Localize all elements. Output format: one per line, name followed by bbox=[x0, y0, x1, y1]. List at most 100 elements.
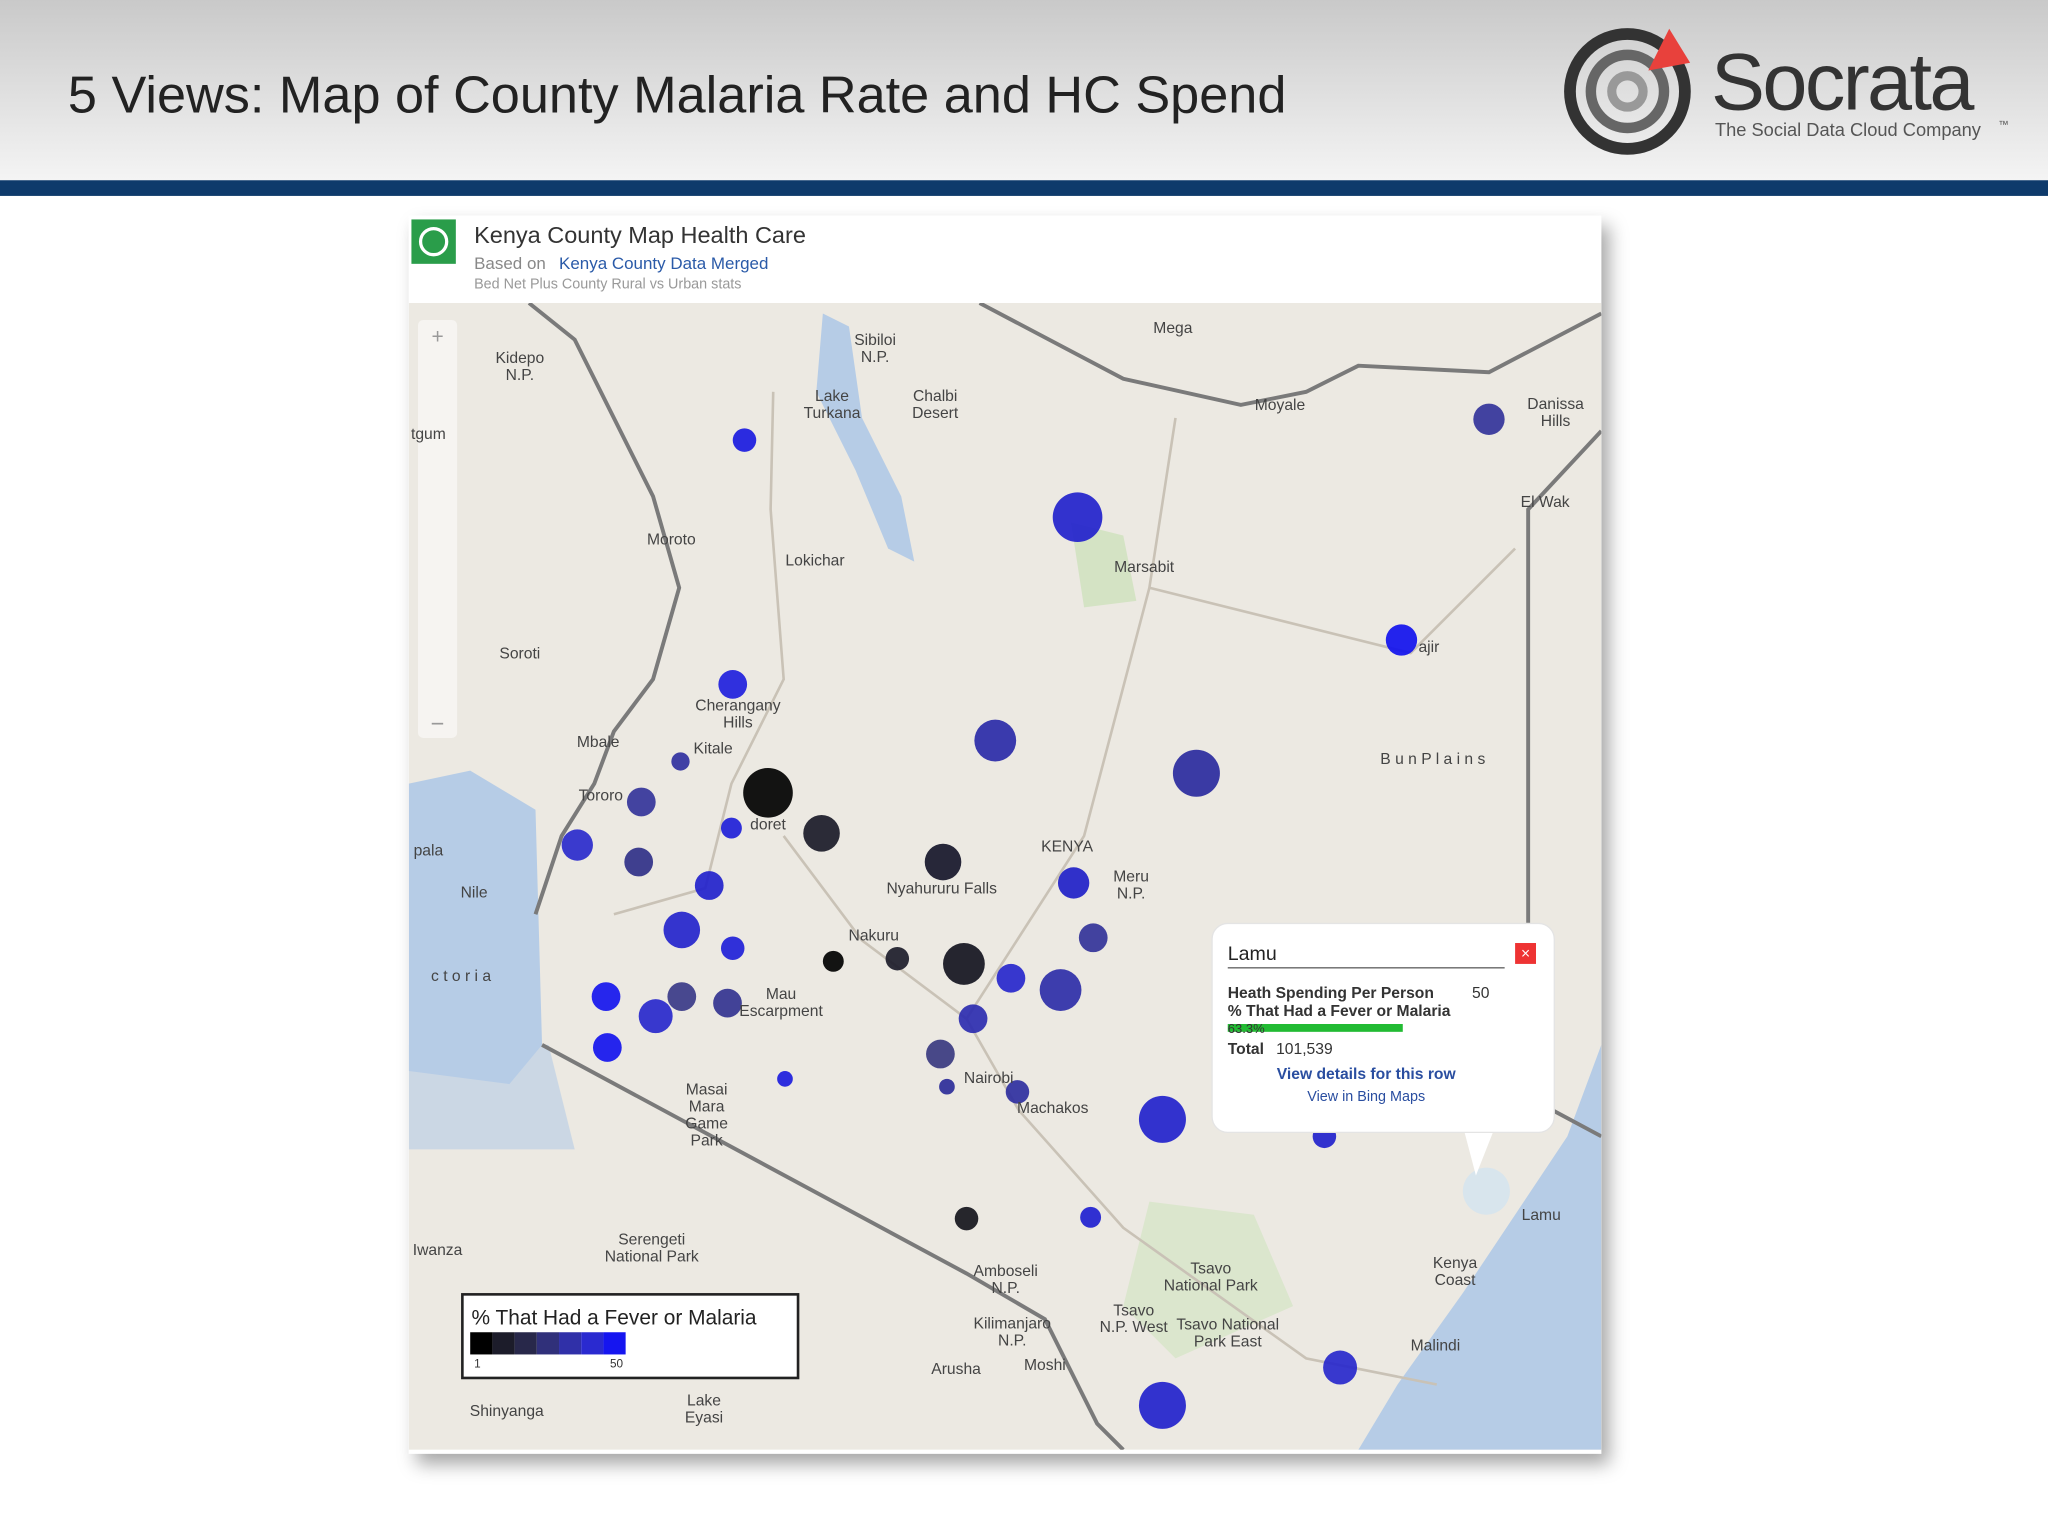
svg-text:×: × bbox=[1521, 946, 1530, 963]
legend-swatch bbox=[581, 1332, 604, 1355]
legend-max: 50 bbox=[610, 1358, 624, 1371]
logo-tm: ™ bbox=[1998, 120, 2008, 131]
bubble bbox=[885, 946, 910, 971]
map-label: Arusha bbox=[931, 1361, 981, 1378]
legend-swatch bbox=[470, 1332, 493, 1355]
map-label: Nakuru bbox=[849, 927, 899, 944]
map-label: Moshi bbox=[1024, 1357, 1066, 1374]
dataset-link[interactable]: Kenya County Data Merged bbox=[559, 254, 768, 273]
map-label: N.P. bbox=[861, 349, 889, 366]
map-label: Hills bbox=[1541, 413, 1571, 430]
popup-bar bbox=[1227, 1024, 1403, 1032]
bubble bbox=[926, 1039, 955, 1069]
map-label: c t o r i a bbox=[431, 968, 491, 985]
map-label: Desert bbox=[912, 405, 959, 422]
bubble bbox=[663, 911, 701, 949]
logo-tagline: The Social Data Cloud Company bbox=[1715, 119, 1982, 140]
bubble bbox=[732, 428, 757, 452]
map-label: Danissa bbox=[1527, 396, 1584, 413]
map-label: Mara bbox=[689, 1099, 725, 1116]
map-label: Tsavo bbox=[1113, 1302, 1154, 1319]
legend-swatch bbox=[492, 1332, 515, 1355]
bubble bbox=[958, 1004, 988, 1034]
bubble bbox=[1138, 1381, 1186, 1429]
map-label: Kilimanjaro bbox=[974, 1315, 1052, 1332]
bubble bbox=[943, 943, 985, 985]
map-label: doret bbox=[750, 816, 786, 833]
legend-swatch bbox=[536, 1332, 560, 1355]
map-label: Eyasi bbox=[685, 1409, 723, 1426]
map-label: Marsabit bbox=[1114, 559, 1175, 576]
map-label: Park bbox=[691, 1132, 723, 1149]
map-label: Malindi bbox=[1411, 1338, 1461, 1355]
map-label: Lake bbox=[687, 1392, 721, 1409]
map-label: National Park bbox=[1164, 1277, 1258, 1294]
popup-label: Heath Spending Per Person bbox=[1228, 985, 1434, 1002]
panel-based-on: Based on bbox=[474, 254, 546, 273]
map-label: Mega bbox=[1153, 320, 1192, 337]
map-label: N.P. bbox=[998, 1332, 1026, 1349]
map-label: Hills bbox=[723, 715, 753, 732]
map-label: Coast bbox=[1435, 1272, 1477, 1289]
bubble bbox=[1473, 403, 1505, 435]
map-label: Tsavo bbox=[1190, 1260, 1231, 1277]
map-label: Kenya bbox=[1433, 1255, 1478, 1272]
bubble bbox=[720, 817, 742, 839]
bubble bbox=[720, 936, 745, 960]
slide-title: 5 Views: Map of County Malaria Rate and … bbox=[68, 66, 1286, 124]
bubble bbox=[1080, 1206, 1102, 1228]
bubble bbox=[803, 815, 840, 852]
bubble bbox=[626, 787, 656, 817]
map-label: Machakos bbox=[1017, 1100, 1089, 1117]
bubble bbox=[1039, 969, 1082, 1011]
bing-link[interactable]: View in Bing Maps bbox=[1307, 1089, 1425, 1105]
bubble bbox=[1138, 1095, 1186, 1143]
bubble bbox=[954, 1206, 979, 1231]
popup-value: 63.3% bbox=[1228, 1021, 1265, 1036]
popup-label: % That Had a Fever or Malaria bbox=[1228, 1003, 1451, 1020]
map-label: Meru bbox=[1113, 869, 1149, 886]
map-label: N.P. bbox=[991, 1280, 1019, 1297]
map-label: N.P. bbox=[1117, 886, 1145, 903]
bubble bbox=[1078, 923, 1108, 953]
bubble bbox=[777, 1071, 793, 1087]
map-label: Tororo bbox=[579, 788, 624, 805]
bubble bbox=[591, 982, 621, 1011]
map-label: Mau bbox=[766, 986, 796, 1003]
map-label: National Park bbox=[605, 1249, 699, 1266]
map-label: Soroti bbox=[499, 645, 540, 662]
bubble bbox=[667, 982, 697, 1011]
map-label: Lamu bbox=[1522, 1207, 1561, 1224]
details-link[interactable]: View details for this row bbox=[1277, 1066, 1457, 1083]
map-label: Iwanza bbox=[413, 1242, 463, 1259]
bubble bbox=[822, 950, 844, 972]
bubble bbox=[996, 963, 1026, 993]
map-label: Moyale bbox=[1255, 397, 1306, 414]
map-label: tgum bbox=[411, 426, 446, 443]
map-label: Lokichar bbox=[785, 553, 844, 570]
map-label: Moroto bbox=[647, 532, 696, 549]
panel-subtitle: Bed Net Plus County Rural vs Urban stats bbox=[474, 277, 741, 293]
popup-close[interactable] bbox=[1515, 943, 1536, 964]
bubble bbox=[1385, 624, 1418, 656]
map-label: N.P. bbox=[506, 367, 534, 384]
bubble bbox=[1323, 1350, 1358, 1385]
header-stripe bbox=[0, 180, 2048, 196]
bubble bbox=[561, 829, 593, 861]
bubble bbox=[592, 1033, 622, 1062]
bubble bbox=[1052, 492, 1103, 543]
logo-name: Socrata bbox=[1711, 38, 1975, 128]
map: + − bbox=[408, 303, 1602, 1450]
map-label: Nile bbox=[461, 884, 488, 901]
map-label: Nairobi bbox=[964, 1070, 1014, 1087]
bubbles bbox=[561, 403, 1510, 1429]
bubble bbox=[1462, 1167, 1510, 1215]
map-labels: MegaSibiloiN.P.LakeTurkanaChalbiDesertKi… bbox=[411, 320, 1584, 1426]
bubble bbox=[718, 670, 748, 699]
map-label: Park East bbox=[1194, 1334, 1263, 1351]
legend-swatch bbox=[603, 1332, 626, 1355]
bubble bbox=[694, 871, 724, 900]
legend: % That Had a Fever or Malaria 1 50 bbox=[461, 1293, 800, 1380]
map-label: ajir bbox=[1418, 639, 1439, 656]
